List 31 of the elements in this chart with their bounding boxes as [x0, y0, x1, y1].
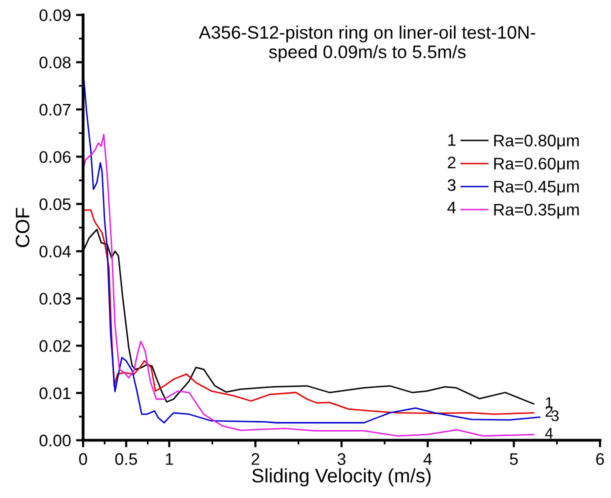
x-tick-label: 1 — [166, 453, 174, 465]
annotation: 3 — [551, 410, 559, 422]
text: 1 — [448, 134, 456, 146]
legend-label: Ra=0.80μm — [494, 134, 579, 150]
y-tick-label: 0.07 — [40, 104, 70, 116]
y-tick-label: 0.08 — [40, 56, 71, 68]
y-tick-label: 0.05 — [40, 198, 71, 210]
y-axis-title: COF — [16, 208, 30, 248]
x-axis-title: Sliding Velocity (m/s) — [252, 468, 431, 486]
x-tick-label: 6 — [596, 453, 604, 465]
annotation: 4 — [545, 428, 553, 439]
text: 3 — [448, 179, 456, 191]
y-tick-label: 0.03 — [40, 292, 71, 305]
x-tick-label: 0.5 — [115, 453, 138, 465]
y-tick-label: 0.01 — [40, 387, 70, 400]
y-tick-label: 0.00 — [40, 434, 71, 446]
y-tick-label: 0.09 — [40, 9, 71, 22]
x-tick-label: 4 — [423, 453, 432, 465]
x-tick-label: 2 — [252, 453, 260, 465]
legend-label: Ra=0.45μm — [494, 180, 579, 196]
x-tick-label: 5 — [510, 453, 518, 465]
legend-label: Ra=0.60μm — [494, 158, 579, 173]
y-tick-label: 0.04 — [40, 246, 71, 258]
x-tick-label: 3 — [338, 453, 346, 465]
legend-label: Ra=0.35μm — [494, 204, 579, 219]
y-tick-label: 0.02 — [40, 340, 70, 352]
x-tick-label: 0 — [79, 453, 88, 465]
text: 4 — [447, 202, 456, 214]
y-tick-label: 0.06 — [40, 151, 71, 163]
text: 2 — [448, 156, 456, 168]
text: A356-S12-piston ring on liner-oil test-10N- speed 0.09m/s to 5.5m/s — [198, 26, 536, 62]
